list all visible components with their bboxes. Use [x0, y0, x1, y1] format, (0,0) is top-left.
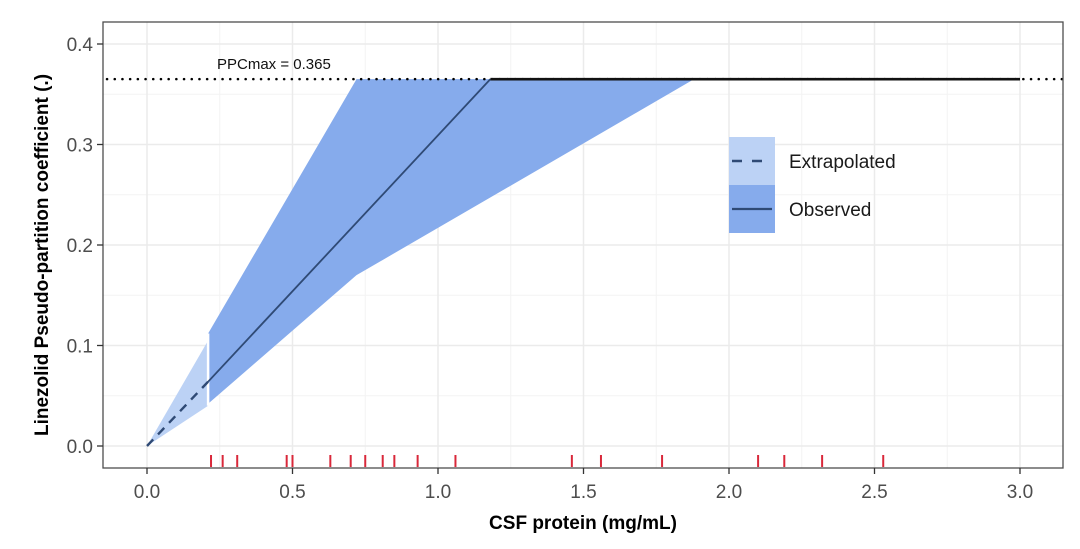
y-axis-title: Linezolid Pseudo-partition coefficient (…: [32, 74, 53, 436]
x-tick-label: 2.0: [716, 482, 742, 503]
x-tick-label: 2.5: [861, 482, 887, 503]
legend-label-observed: Observed: [789, 200, 871, 221]
band-observed: [208, 79, 695, 404]
line-observed: [207, 78, 492, 383]
y-tick-label: 0.2: [67, 236, 93, 257]
bands: [147, 79, 695, 446]
x-tick-label: 0.0: [134, 482, 160, 503]
lines: [105, 77, 1065, 447]
y-tick-label: 0.4: [67, 35, 94, 56]
y-tick-label: 0.3: [67, 136, 93, 157]
y-tick-label: 0.1: [67, 337, 93, 358]
rug: [210, 455, 885, 467]
x-tick-label: 1.5: [570, 482, 596, 503]
legend-label-extrapolated: Extrapolated: [789, 152, 896, 173]
axes: 0.0 0.5 1.0 1.5 2.0 2.5 3.0 0.0 0.1 0.2 0.3 0.4: [67, 35, 1034, 503]
ppcmax-annotation: PPCmax = 0.365: [217, 56, 331, 73]
x-tick-label: 1.0: [425, 482, 451, 503]
legend: Extrapolated Observed: [729, 137, 896, 233]
band-extrapolated: [147, 340, 209, 446]
x-tick-label: 3.0: [1007, 482, 1033, 503]
y-tick-label: 0.0: [67, 437, 93, 458]
x-tick-label: 0.5: [279, 482, 305, 503]
x-axis-title: CSF protein (mg/mL): [489, 513, 677, 534]
